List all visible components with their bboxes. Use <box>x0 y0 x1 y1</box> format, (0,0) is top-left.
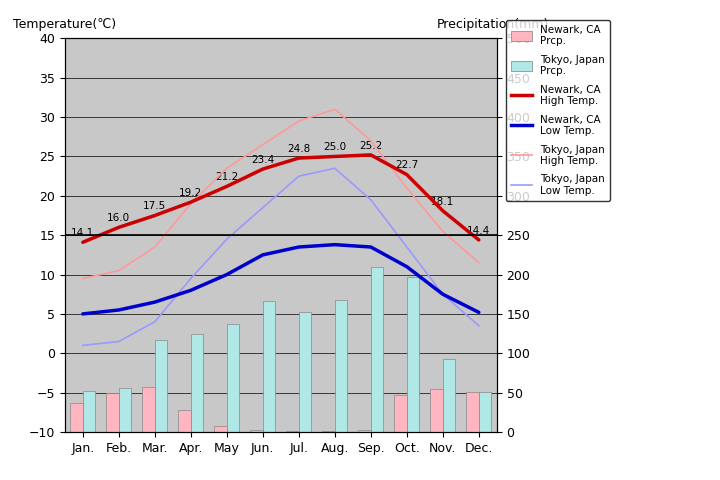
Text: 18.1: 18.1 <box>431 197 454 206</box>
Legend: Newark, CA
Prcp., Tokyo, Japan
Prcp., Newark, CA
High Temp., Newark, CA
Low Temp: Newark, CA Prcp., Tokyo, Japan Prcp., Ne… <box>505 20 610 201</box>
Text: 16.0: 16.0 <box>107 213 130 223</box>
Text: 17.5: 17.5 <box>143 201 166 211</box>
Bar <box>71 403 83 432</box>
Text: 14.1: 14.1 <box>71 228 94 238</box>
Bar <box>323 431 335 432</box>
Text: Precipitation(mm): Precipitation(mm) <box>436 18 549 31</box>
Bar <box>142 387 155 432</box>
Text: 19.2: 19.2 <box>179 188 202 198</box>
Bar <box>155 340 167 432</box>
Bar <box>394 395 407 432</box>
Bar <box>215 427 227 432</box>
Bar <box>179 410 191 432</box>
Text: 25.0: 25.0 <box>323 142 346 152</box>
Bar <box>107 394 119 432</box>
Text: 24.8: 24.8 <box>287 144 310 154</box>
Bar <box>407 277 419 432</box>
Bar <box>371 267 383 432</box>
Bar <box>227 324 239 432</box>
Bar <box>263 300 275 432</box>
Bar <box>299 312 311 432</box>
Bar <box>335 300 347 432</box>
Text: Temperature(℃): Temperature(℃) <box>13 18 116 31</box>
Bar <box>443 359 455 432</box>
Bar <box>119 388 131 432</box>
Bar <box>83 391 95 432</box>
Bar <box>430 389 443 432</box>
Text: 22.7: 22.7 <box>395 160 418 170</box>
Text: 25.2: 25.2 <box>359 141 382 151</box>
Text: 14.4: 14.4 <box>467 226 490 236</box>
Text: 23.4: 23.4 <box>251 155 274 165</box>
Text: 21.2: 21.2 <box>215 172 238 182</box>
Bar <box>191 335 203 432</box>
Bar <box>466 392 479 432</box>
Bar <box>251 431 263 432</box>
Bar <box>479 392 491 432</box>
Bar <box>359 431 371 432</box>
Bar <box>287 431 299 432</box>
